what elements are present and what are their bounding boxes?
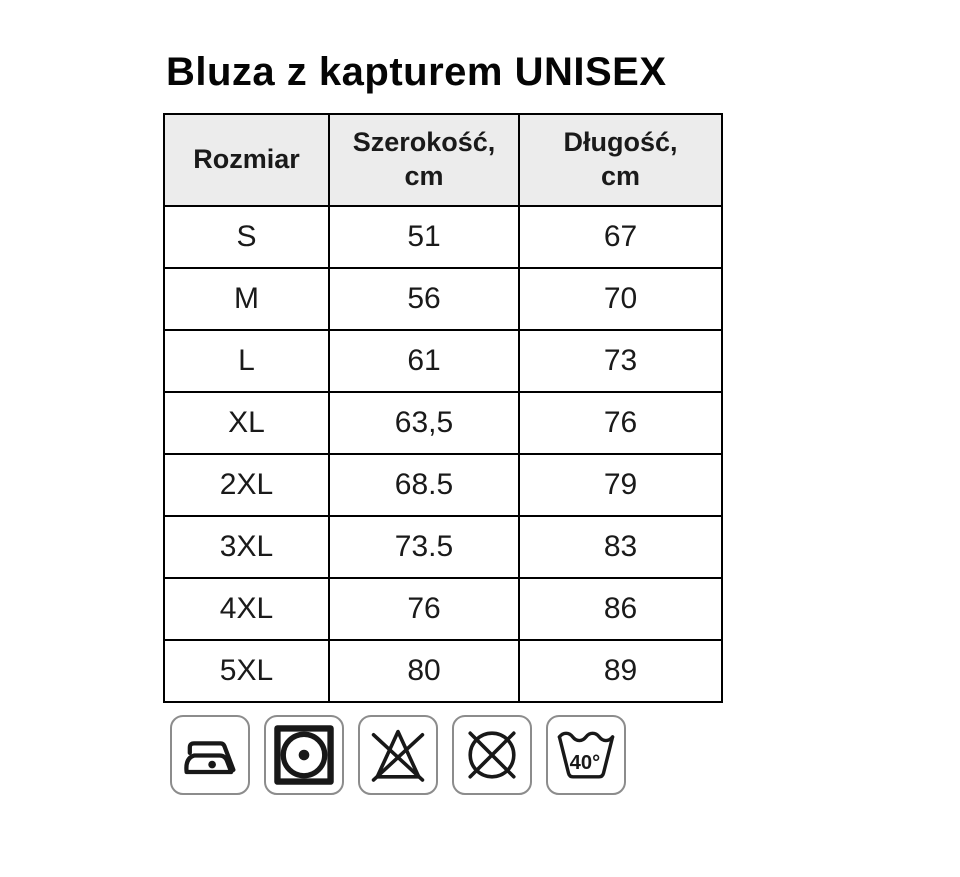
- cell-width: 56: [328, 267, 520, 331]
- size-table: Rozmiar Szerokość, cm Długość, cm S 51 6…: [163, 113, 723, 703]
- table-row: 5XL 80 89: [163, 639, 723, 703]
- wash-40-icon: 40°: [546, 715, 626, 795]
- cell-size: 2XL: [163, 453, 330, 517]
- page-title: Bluza z kapturem UNISEX: [166, 50, 667, 94]
- cell-length: 76: [518, 391, 723, 455]
- cell-length: 83: [518, 515, 723, 579]
- cell-size: S: [163, 205, 330, 269]
- cell-length: 70: [518, 267, 723, 331]
- cell-length: 67: [518, 205, 723, 269]
- cell-width: 80: [328, 639, 520, 703]
- cell-size: 3XL: [163, 515, 330, 579]
- wash-temperature-label: 40°: [570, 752, 601, 774]
- table-row: L 61 73: [163, 329, 723, 393]
- cell-width: 76: [328, 577, 520, 641]
- do-not-bleach-icon: [358, 715, 438, 795]
- cell-width: 73.5: [328, 515, 520, 579]
- cell-size: M: [163, 267, 330, 331]
- table-header-row: Rozmiar Szerokość, cm Długość, cm: [163, 113, 723, 207]
- cell-width: 51: [328, 205, 520, 269]
- table-row: XL 63,5 76: [163, 391, 723, 455]
- cell-length: 73: [518, 329, 723, 393]
- cell-length: 86: [518, 577, 723, 641]
- cell-width: 61: [328, 329, 520, 393]
- size-table-header: Rozmiar Szerokość, cm Długość, cm: [163, 113, 723, 207]
- header-width: Szerokość, cm: [328, 113, 520, 207]
- do-not-dry-clean-icon: [452, 715, 532, 795]
- care-symbols-row: 40°: [170, 715, 626, 795]
- cell-length: 89: [518, 639, 723, 703]
- table-row: 4XL 76 86: [163, 577, 723, 641]
- cell-width: 68.5: [328, 453, 520, 517]
- header-size: Rozmiar: [163, 113, 330, 207]
- cell-size: XL: [163, 391, 330, 455]
- cell-width: 63,5: [328, 391, 520, 455]
- table-row: S 51 67: [163, 205, 723, 269]
- iron-one-dot-icon: [170, 715, 250, 795]
- size-table-body: S 51 67 M 56 70 L 61 73 XL 63,5 76 2XL 6: [163, 205, 723, 703]
- tumble-dry-one-dot-icon: [264, 715, 344, 795]
- table-row: M 56 70: [163, 267, 723, 331]
- table-row: 2XL 68.5 79: [163, 453, 723, 517]
- cell-length: 79: [518, 453, 723, 517]
- table-row: 3XL 73.5 83: [163, 515, 723, 579]
- cell-size: 4XL: [163, 577, 330, 641]
- cell-size: 5XL: [163, 639, 330, 703]
- header-length: Długość, cm: [518, 113, 723, 207]
- cell-size: L: [163, 329, 330, 393]
